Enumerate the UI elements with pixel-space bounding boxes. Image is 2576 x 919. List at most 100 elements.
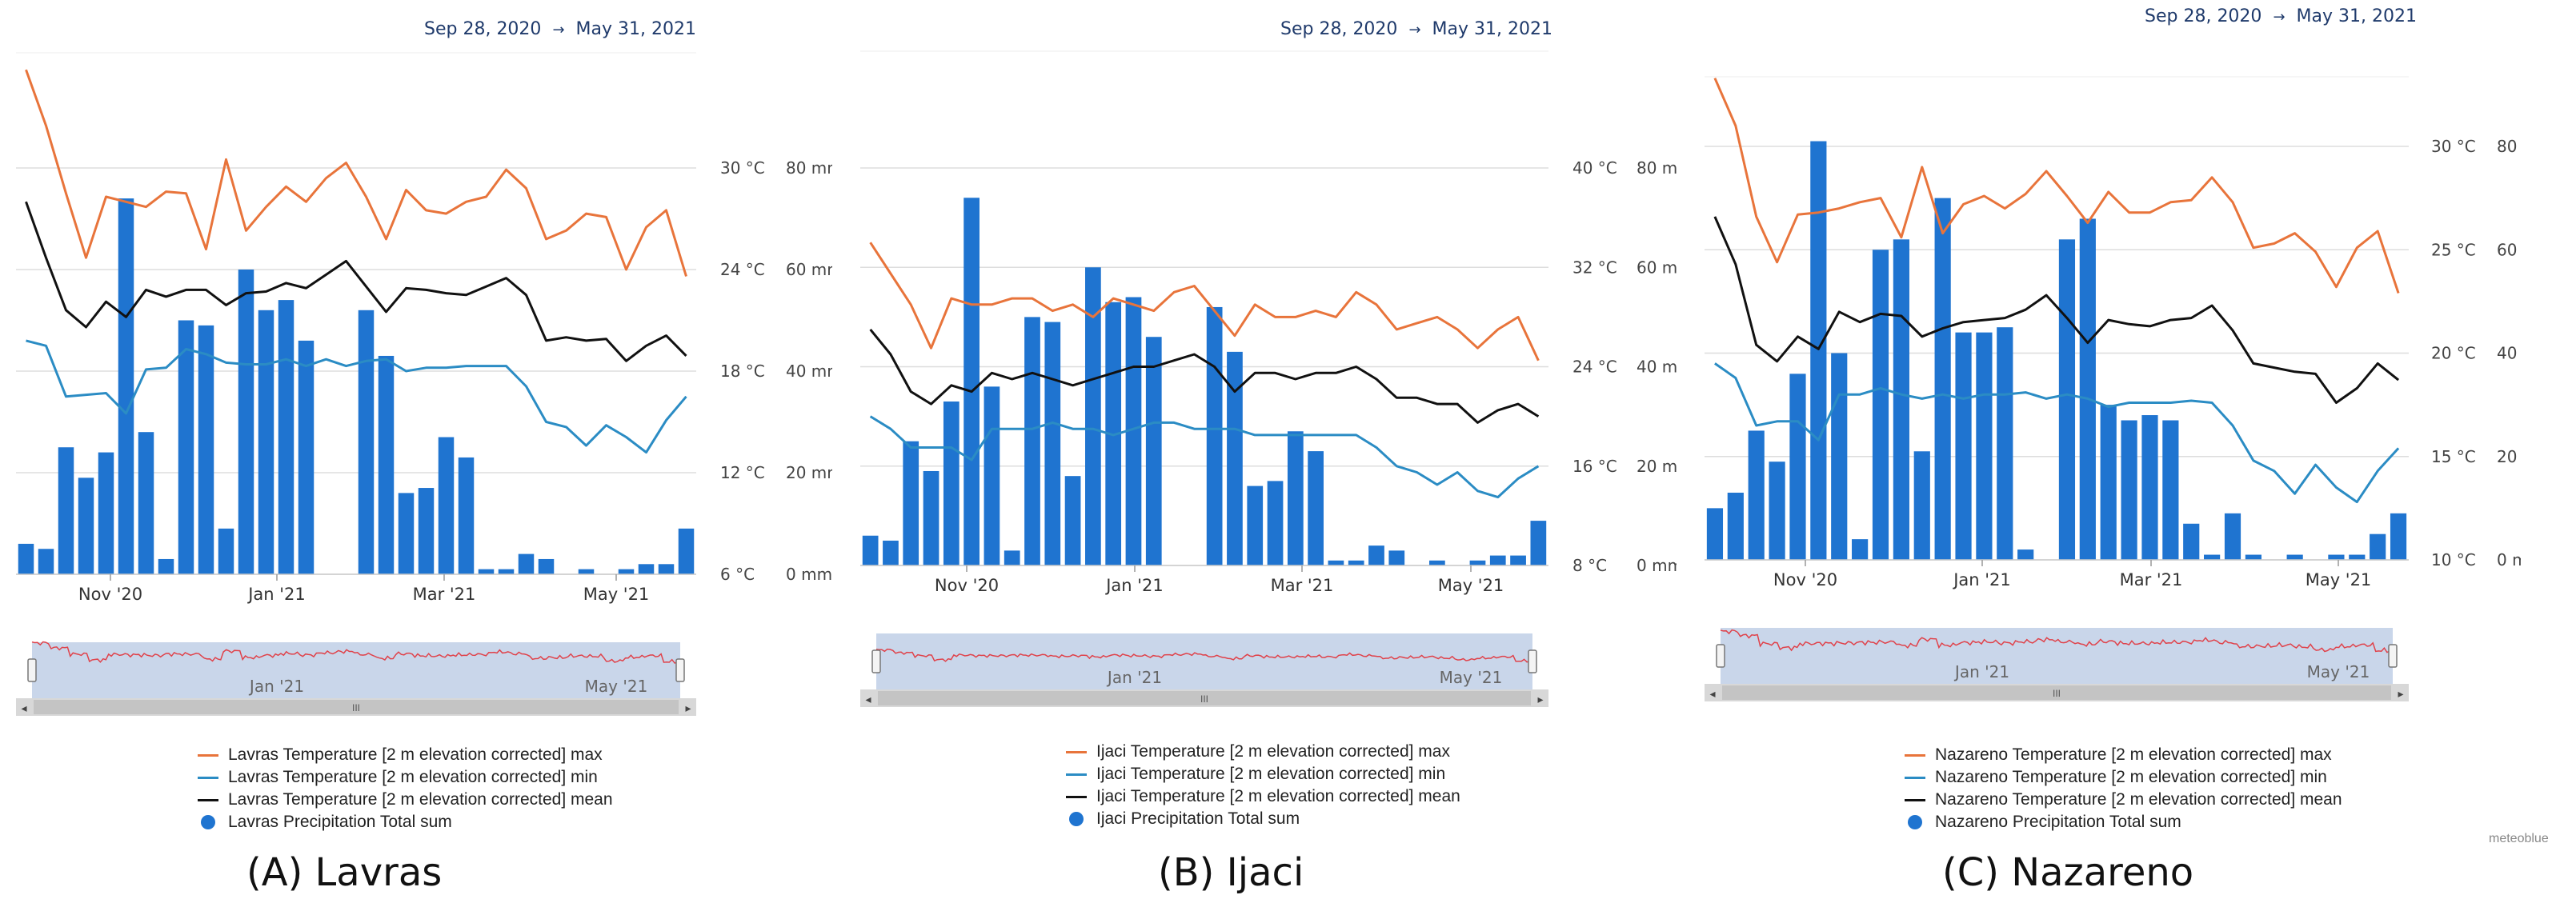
- precip-bar[interactable]: [1247, 485, 1264, 565]
- precip-bar[interactable]: [1976, 332, 1993, 560]
- precip-bar[interactable]: [2349, 554, 2366, 560]
- precip-bar[interactable]: [2183, 523, 2200, 560]
- navigator-handle-left[interactable]: [27, 658, 37, 682]
- temp-max-line[interactable]: [869, 242, 1540, 362]
- scrollbar-thumb[interactable]: [1722, 685, 2391, 700]
- precip-bar[interactable]: [398, 493, 415, 574]
- precip-bar[interactable]: [1489, 555, 1506, 565]
- precip-bar[interactable]: [963, 198, 980, 565]
- scrollbar-thumb[interactable]: [878, 691, 1531, 705]
- precip-bar[interactable]: [1024, 317, 1040, 565]
- temp-max-line[interactable]: [1713, 78, 2400, 294]
- precip-bar[interactable]: [2245, 554, 2262, 560]
- precip-bar[interactable]: [1955, 332, 1972, 560]
- legend-item[interactable]: Nazareno Precipitation Total sum: [1905, 811, 2342, 833]
- precip-bar[interactable]: [1328, 560, 1344, 565]
- precip-bar[interactable]: [1388, 550, 1405, 565]
- precip-bar[interactable]: [2141, 415, 2158, 560]
- scroll-right-icon[interactable]: ▸: [685, 701, 691, 714]
- precip-bar[interactable]: [218, 528, 234, 574]
- temp-min-line[interactable]: [1714, 362, 2400, 504]
- precip-bar[interactable]: [638, 564, 655, 574]
- precip-bar[interactable]: [1852, 539, 1869, 560]
- precip-bar[interactable]: [984, 386, 1000, 565]
- legend-item[interactable]: Ijaci Precipitation Total sum: [1066, 808, 1460, 830]
- precip-bar[interactable]: [1429, 560, 1445, 565]
- precip-bar[interactable]: [1510, 555, 1526, 565]
- precip-bar[interactable]: [1227, 351, 1243, 565]
- precip-bar[interactable]: [1125, 297, 1142, 565]
- temp-mean-line[interactable]: [25, 201, 687, 362]
- precip-bar[interactable]: [1727, 492, 1744, 560]
- precip-bar[interactable]: [2328, 554, 2345, 560]
- precip-bar[interactable]: [118, 198, 134, 574]
- precip-bar[interactable]: [903, 441, 919, 565]
- precip-bar[interactable]: [2058, 239, 2076, 560]
- precip-bar[interactable]: [618, 569, 635, 574]
- precip-bar[interactable]: [358, 310, 375, 574]
- precip-bar[interactable]: [58, 447, 74, 574]
- scroll-left-icon[interactable]: ◂: [21, 701, 26, 714]
- precip-bar[interactable]: [2286, 554, 2303, 560]
- legend-item[interactable]: Nazareno Temperature [2 m elevation corr…: [1905, 766, 2342, 789]
- precip-bar[interactable]: [2017, 549, 2034, 560]
- range-navigator[interactable]: Jan '21 May '21 ◂ ▸ III: [16, 641, 696, 717]
- date-range[interactable]: Sep 28, 2020 → May 31, 2021: [2145, 6, 2417, 26]
- navigator-handle-left[interactable]: [1716, 644, 1725, 668]
- legend-item[interactable]: Lavras Temperature [2 m elevation correc…: [198, 744, 613, 766]
- navigator-selection[interactable]: [876, 633, 1532, 689]
- precip-bar[interactable]: [538, 558, 555, 574]
- precip-bar[interactable]: [378, 355, 395, 574]
- scroll-right-icon[interactable]: ▸: [2398, 687, 2403, 700]
- legend-item[interactable]: Nazareno Temperature [2 m elevation corr…: [1905, 744, 2342, 766]
- precip-bar[interactable]: [98, 452, 114, 574]
- precip-bar[interactable]: [1085, 267, 1101, 565]
- navigator-handle-right[interactable]: [2388, 644, 2398, 668]
- precip-bar[interactable]: [478, 569, 495, 574]
- precip-bar[interactable]: [658, 564, 675, 574]
- navigator-selection[interactable]: [32, 642, 680, 698]
- legend-item[interactable]: Lavras Temperature [2 m elevation correc…: [198, 766, 613, 789]
- precip-bar[interactable]: [38, 549, 54, 574]
- precip-bar[interactable]: [2370, 533, 2386, 560]
- precip-bar[interactable]: [298, 340, 314, 574]
- precip-bar[interactable]: [1308, 451, 1324, 565]
- precip-bar[interactable]: [458, 457, 475, 574]
- navigator-selection[interactable]: [1721, 628, 2393, 684]
- precip-bar[interactable]: [518, 553, 535, 574]
- precip-bar[interactable]: [2162, 420, 2179, 560]
- range-navigator[interactable]: Jan '21 May '21 ◂ ▸ III: [860, 633, 1548, 707]
- legend-item[interactable]: Ijaci Temperature [2 m elevation correct…: [1066, 763, 1460, 785]
- precip-bar[interactable]: [1789, 374, 1806, 560]
- temp-min-line[interactable]: [869, 415, 1540, 499]
- temp-mean-line[interactable]: [1713, 216, 2400, 404]
- precip-bar[interactable]: [1348, 560, 1364, 565]
- precip-bar[interactable]: [923, 470, 939, 565]
- precip-bar[interactable]: [1064, 476, 1081, 565]
- precip-bar[interactable]: [862, 535, 879, 565]
- precip-bar[interactable]: [1004, 550, 1020, 565]
- legend-item[interactable]: Ijaci Temperature [2 m elevation correct…: [1066, 785, 1460, 808]
- precip-bar[interactable]: [2079, 218, 2096, 560]
- navigator-handle-left[interactable]: [871, 649, 881, 673]
- precip-bar[interactable]: [1934, 198, 1951, 560]
- precip-bar[interactable]: [578, 569, 595, 574]
- precip-bar[interactable]: [2121, 420, 2137, 560]
- precip-bar[interactable]: [1748, 430, 1765, 560]
- precip-bar[interactable]: [2100, 405, 2117, 560]
- precip-bar[interactable]: [238, 270, 254, 574]
- precip-bar[interactable]: [1469, 560, 1486, 565]
- precip-bar[interactable]: [883, 540, 899, 565]
- navigator-handle-right[interactable]: [675, 658, 685, 682]
- precip-bar[interactable]: [1872, 250, 1889, 560]
- precip-bar[interactable]: [1530, 521, 1547, 565]
- legend-item[interactable]: Nazareno Temperature [2 m elevation corr…: [1905, 789, 2342, 811]
- scroll-right-icon[interactable]: ▸: [1537, 693, 1543, 705]
- precip-bar[interactable]: [1831, 353, 1848, 561]
- precip-bar[interactable]: [418, 488, 435, 574]
- precip-bar[interactable]: [178, 320, 194, 575]
- precip-bar[interactable]: [2224, 513, 2241, 560]
- precip-bar[interactable]: [678, 528, 695, 574]
- precip-bar[interactable]: [943, 401, 959, 565]
- scrollbar-thumb[interactable]: [34, 700, 679, 714]
